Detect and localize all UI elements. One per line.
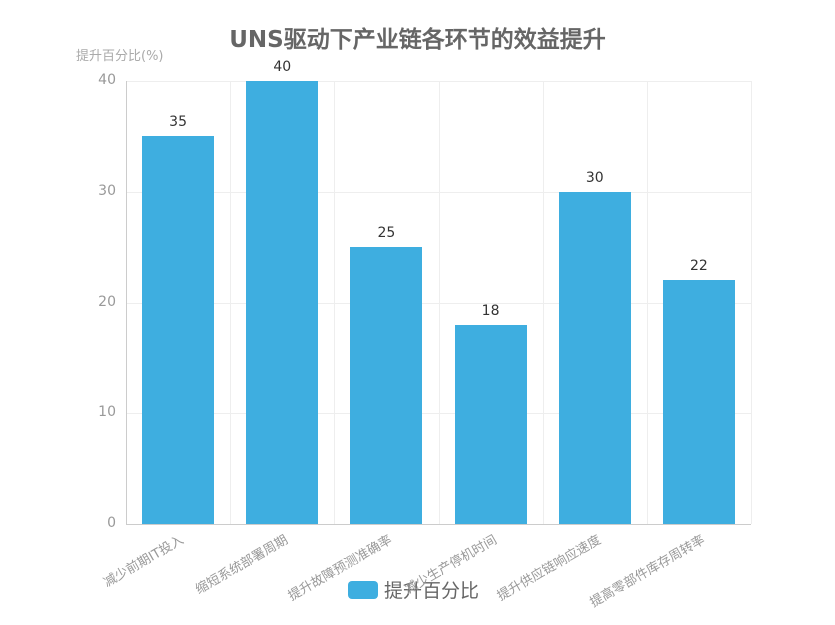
- bar[interactable]: [454, 324, 527, 524]
- x-tick-label: 减少前期IT投入: [101, 532, 187, 591]
- gridline-vertical: [334, 81, 336, 524]
- bar[interactable]: [662, 280, 735, 524]
- gridline-vertical: [646, 81, 648, 524]
- bar[interactable]: [142, 136, 215, 524]
- bar-value-label: 18: [481, 302, 500, 319]
- bar-value-label: 40: [273, 59, 292, 75]
- bar[interactable]: [350, 247, 423, 524]
- bar-value-label: 30: [585, 169, 604, 186]
- bar[interactable]: [558, 191, 631, 524]
- plot-area: 35 40 25 18 30 22: [126, 59, 752, 525]
- bar-value-label: 22: [689, 258, 708, 275]
- bar-value-label: 25: [377, 225, 396, 242]
- y-tick-label: 30: [98, 182, 116, 199]
- x-tick-label: 提高零部件库存周转率: [587, 532, 708, 611]
- x-tick-label: 缩短系统部署周期: [193, 532, 291, 598]
- chart-title: UNS驱动下产业链各环节的效益提升: [229, 27, 606, 53]
- y-tick-label: 0: [107, 515, 116, 531]
- legend[interactable]: 提升百分比: [348, 576, 479, 603]
- y-axis-line: [126, 81, 127, 524]
- y-tick-label: 20: [98, 293, 116, 310]
- y-axis-label: 提升百分比(%): [76, 49, 164, 64]
- bar[interactable]: [246, 81, 319, 524]
- y-tick-label: 10: [98, 404, 116, 421]
- x-axis-line: [126, 524, 751, 525]
- gridline-vertical: [751, 81, 752, 524]
- gridline-vertical: [438, 81, 440, 524]
- legend-swatch: [348, 580, 378, 599]
- y-tick-label: 40: [98, 72, 116, 88]
- bar-value-label: 35: [169, 114, 187, 131]
- legend-label: 提升百分比: [384, 580, 480, 602]
- gridline-vertical: [230, 81, 232, 524]
- gridline-vertical: [542, 81, 544, 524]
